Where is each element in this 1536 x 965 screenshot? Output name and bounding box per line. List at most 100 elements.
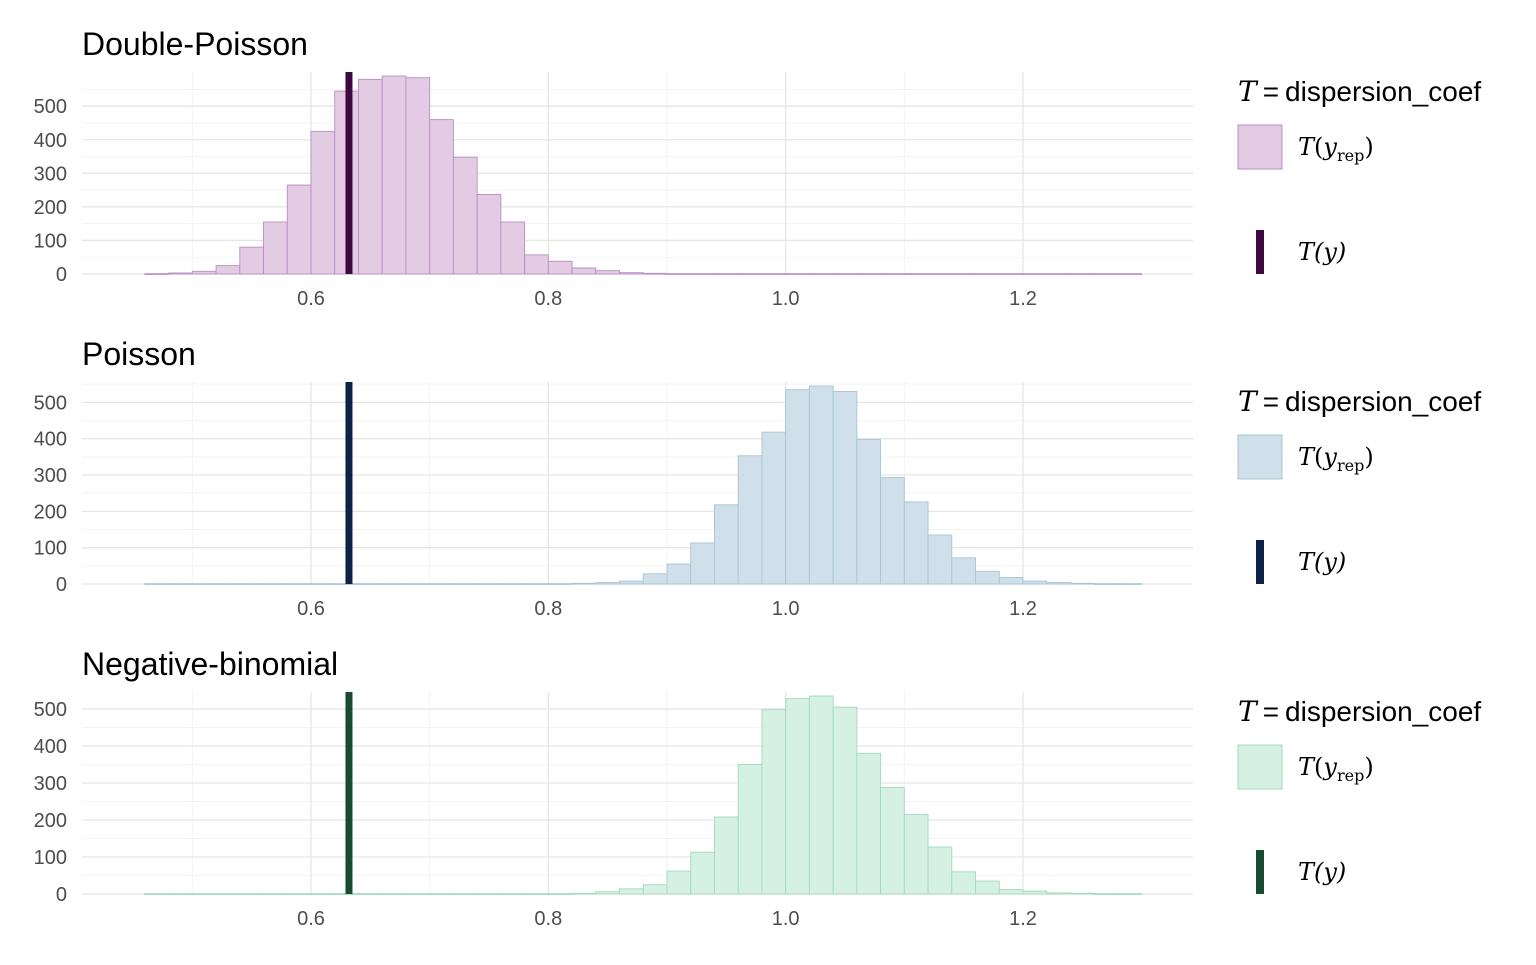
panel-title: Poisson bbox=[82, 336, 196, 372]
legend-title-eq: = bbox=[1263, 696, 1279, 727]
histogram-bar bbox=[690, 851, 715, 895]
histogram-bar bbox=[381, 75, 407, 275]
x-tick-label: 1.0 bbox=[772, 598, 800, 620]
observed-line bbox=[345, 72, 353, 274]
histogram-bar bbox=[595, 891, 620, 895]
histogram-bar bbox=[880, 477, 905, 585]
x-tick-label: 0.8 bbox=[534, 288, 562, 310]
histogram-bar bbox=[310, 583, 336, 585]
histogram-bar bbox=[903, 273, 929, 275]
x-tick-label: 0.8 bbox=[534, 598, 562, 620]
histogram-bar bbox=[642, 272, 668, 275]
histogram-bar bbox=[619, 580, 644, 585]
panel-title: Negative-binomial bbox=[82, 646, 338, 682]
x-tick-label: 1.2 bbox=[1009, 598, 1037, 620]
histogram-bar bbox=[429, 893, 454, 895]
histogram-bar bbox=[808, 695, 834, 895]
y-tick-label: 300 bbox=[34, 163, 67, 185]
histogram-bar bbox=[571, 267, 597, 275]
histogram-bar bbox=[239, 246, 264, 275]
histogram-bar bbox=[429, 119, 454, 275]
histogram-bar bbox=[927, 846, 953, 895]
histogram-bar bbox=[215, 265, 241, 275]
histogram-bar bbox=[808, 385, 834, 585]
histogram-bar bbox=[405, 77, 431, 275]
histogram-bar bbox=[168, 893, 193, 895]
histogram-bar bbox=[1046, 892, 1071, 895]
legend-rep-close: ) bbox=[1364, 443, 1373, 471]
histogram-bar bbox=[1046, 273, 1071, 275]
legend-title-text: dispersion_coef bbox=[1285, 76, 1481, 107]
y-tick-label: 100 bbox=[34, 230, 67, 252]
histogram-bar bbox=[310, 893, 336, 895]
x-tick-label: 1.0 bbox=[772, 908, 800, 930]
histogram-bar bbox=[975, 570, 1000, 585]
legend-title-eq: = bbox=[1263, 386, 1279, 417]
histogram-bar bbox=[191, 583, 217, 585]
histogram-bar bbox=[856, 438, 882, 585]
histogram-bar bbox=[191, 893, 217, 895]
x-tick-label: 0.6 bbox=[297, 908, 325, 930]
y-tick-label: 300 bbox=[34, 465, 67, 487]
histogram-bar bbox=[998, 577, 1024, 585]
x-tick-label: 0.6 bbox=[297, 288, 325, 310]
legend-rep-y: y bbox=[1322, 443, 1337, 471]
y-tick-label: 400 bbox=[34, 130, 67, 152]
histogram-bar bbox=[737, 764, 763, 895]
histogram-bar bbox=[1070, 892, 1095, 895]
histogram-bar bbox=[524, 583, 549, 585]
panel-1: Double-Poisson 0 100 200 300 400 500 0.6 0.8 1.0 1… bbox=[34, 26, 1482, 310]
histogram-bar bbox=[832, 706, 858, 895]
y-tick-label: 500 bbox=[34, 392, 67, 414]
histogram-bar bbox=[500, 583, 526, 585]
histogram-bar bbox=[880, 786, 905, 895]
histogram-bar bbox=[880, 273, 905, 275]
histogram-bar bbox=[903, 813, 929, 895]
histogram-bar bbox=[215, 893, 241, 895]
histogram-bar bbox=[666, 563, 692, 585]
legend-label-obs: T(y) bbox=[1298, 858, 1346, 886]
legend-key-obs bbox=[1256, 540, 1264, 584]
histogram-bar bbox=[571, 582, 597, 585]
histogram-bar bbox=[927, 273, 953, 275]
legend-title-eq: = bbox=[1263, 76, 1279, 107]
histogram-bar bbox=[168, 583, 193, 585]
histogram-bar bbox=[144, 583, 170, 585]
histogram-bar bbox=[524, 254, 549, 275]
histogram-bar bbox=[642, 884, 668, 895]
histogram-bar bbox=[666, 870, 692, 895]
y-tick-label: 0 bbox=[56, 574, 67, 596]
histogram-bar bbox=[358, 893, 383, 895]
histogram-bar bbox=[1117, 583, 1143, 585]
legend-key-obs bbox=[1256, 850, 1264, 894]
histogram-bar bbox=[191, 270, 217, 275]
y-tick-label: 0 bbox=[56, 884, 67, 906]
histogram-bar bbox=[1070, 582, 1095, 585]
histogram-bar bbox=[714, 273, 739, 275]
histogram-bar bbox=[144, 893, 170, 895]
histogram-bar bbox=[1022, 273, 1048, 275]
histogram-bar bbox=[547, 583, 573, 585]
histogram-bar bbox=[998, 273, 1024, 275]
histogram-bar bbox=[1022, 580, 1048, 585]
histogram-bar bbox=[476, 194, 502, 275]
histogram-bar bbox=[405, 893, 431, 895]
y-tick-label: 500 bbox=[34, 96, 67, 118]
legend-label-obs: T(y) bbox=[1298, 238, 1346, 266]
legend-key-rep bbox=[1237, 744, 1283, 790]
legend-title: T = dispersion_coef bbox=[1238, 385, 1481, 418]
histogram-bar bbox=[951, 557, 976, 585]
legend-rep-close: ) bbox=[1364, 133, 1373, 161]
legend-rep-T: T bbox=[1298, 443, 1316, 471]
x-tick-label: 0.6 bbox=[297, 598, 325, 620]
histogram-bar bbox=[310, 130, 336, 275]
histogram-bar bbox=[263, 893, 288, 895]
y-tick-label: 200 bbox=[34, 197, 67, 219]
legend-label-rep: T(yrep) bbox=[1298, 753, 1374, 785]
histogram-bar bbox=[524, 893, 549, 895]
y-tick-label: 100 bbox=[34, 847, 67, 869]
histogram-bar bbox=[951, 273, 976, 275]
histogram-bar bbox=[1093, 583, 1119, 585]
